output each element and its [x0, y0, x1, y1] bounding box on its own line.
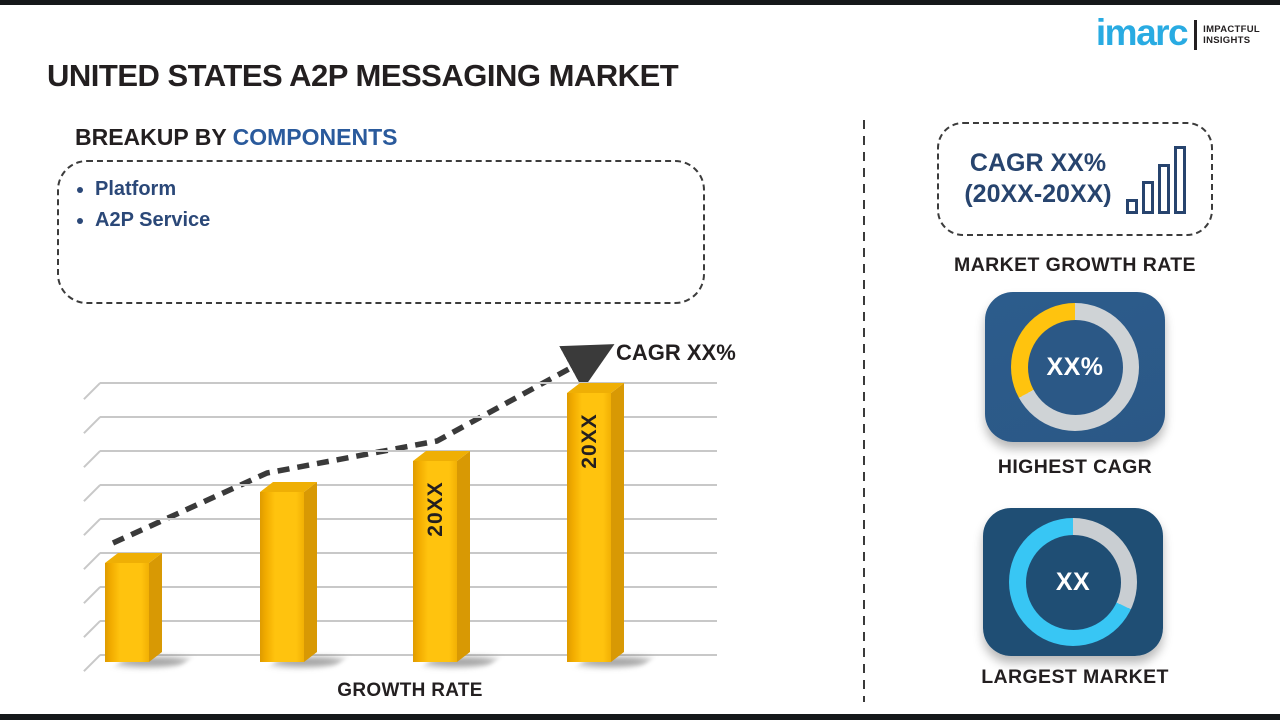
- bar-side-face: [457, 451, 470, 662]
- gridline-tick: [83, 654, 101, 672]
- bar: [413, 461, 457, 662]
- gridline-tick: [83, 450, 101, 468]
- bar-side-face: [304, 482, 317, 662]
- breakup-heading-accent: COMPONENTS: [232, 124, 398, 150]
- largest-market-donut: XX: [1009, 518, 1137, 646]
- gridline-tick: [83, 518, 101, 536]
- imarc-logo-wordmark: imarc: [1095, 12, 1189, 53]
- bar: [260, 492, 304, 662]
- gridline: [100, 484, 717, 486]
- highest-cagr-donut-hole: XX%: [1027, 319, 1123, 415]
- largest-market-donut-hole: XX: [1025, 534, 1121, 630]
- bar-side-face: [149, 553, 162, 662]
- breakup-heading-prefix: BREAKUP BY: [75, 124, 233, 150]
- gridline-tick: [83, 416, 101, 434]
- growth-rate-bar-chart: CAGR XX% GROWTH RATE 20XX 20XX: [60, 338, 760, 710]
- logo-separator: [1194, 19, 1198, 50]
- breakup-components-box: Platform A2P Service: [57, 160, 705, 304]
- gridline: [100, 382, 717, 384]
- market-growth-rate-label: MARKET GROWTH RATE: [954, 254, 1196, 276]
- logo-tagline: IMPACTFUL INSIGHTS: [1203, 24, 1260, 46]
- bar-side-face: [611, 383, 624, 662]
- market-growth-rate-box: CAGR XX% (20XX-20XX): [937, 122, 1213, 236]
- largest-market-tile: XX: [983, 508, 1163, 656]
- gridline-tick: [83, 620, 101, 638]
- vertical-divider: [863, 120, 865, 702]
- bar-label: 20XX: [424, 481, 447, 537]
- bar-top-face: [260, 482, 317, 492]
- growth-box-period: (20XX-20XX): [964, 180, 1112, 208]
- page-title: UNITED STATES A2P MESSAGING MARKET: [47, 58, 679, 93]
- gridline: [100, 552, 717, 554]
- highest-cagr-value: XX%: [1046, 352, 1104, 381]
- top-accent-bar: [0, 0, 1280, 5]
- growth-box-text: CAGR XX% (20XX-20XX): [964, 148, 1111, 210]
- bar-label: 20XX: [578, 413, 601, 469]
- cagr-annotation: CAGR XX%: [616, 340, 736, 365]
- gridline: [100, 518, 717, 520]
- bar-top-face: [105, 553, 162, 563]
- highest-cagr-label: HIGHEST CAGR: [997, 456, 1153, 478]
- breakup-item-a2p-service: A2P Service: [95, 205, 703, 236]
- gridline: [100, 654, 717, 656]
- logo-tagline-line1: IMPACTFUL: [1203, 23, 1260, 35]
- growth-box-cagr: CAGR XX%: [969, 149, 1107, 177]
- largest-market-label: LARGEST MARKET: [981, 666, 1169, 688]
- gridline-tick: [83, 382, 101, 400]
- breakup-components-list: Platform A2P Service: [73, 174, 703, 236]
- bar: [567, 393, 611, 662]
- bar-top-face: [413, 451, 470, 461]
- gridline: [100, 416, 717, 418]
- gridline: [100, 620, 717, 622]
- bar-chart-icon: [1125, 144, 1186, 214]
- x-axis-label: GROWTH RATE: [337, 680, 483, 701]
- imarc-logo: imarc IMPACTFUL INSIGHTS: [1096, 14, 1260, 51]
- breakup-heading: BREAKUP BY COMPONENTS: [75, 124, 397, 151]
- breakup-item-platform: Platform: [95, 174, 703, 205]
- gridline: [100, 450, 717, 452]
- logo-tagline-line2: INSIGHTS: [1203, 34, 1251, 46]
- bar-top-face: [567, 383, 624, 393]
- bar: [105, 563, 149, 662]
- gridline-tick: [83, 484, 101, 502]
- highest-cagr-tile: XX%: [985, 292, 1165, 442]
- gridline-tick: [83, 586, 101, 604]
- highest-cagr-donut: XX%: [1011, 303, 1139, 431]
- bottom-accent-bar: [0, 714, 1280, 720]
- largest-market-value: XX: [1055, 567, 1091, 596]
- gridline-tick: [83, 552, 101, 570]
- gridline: [100, 586, 717, 588]
